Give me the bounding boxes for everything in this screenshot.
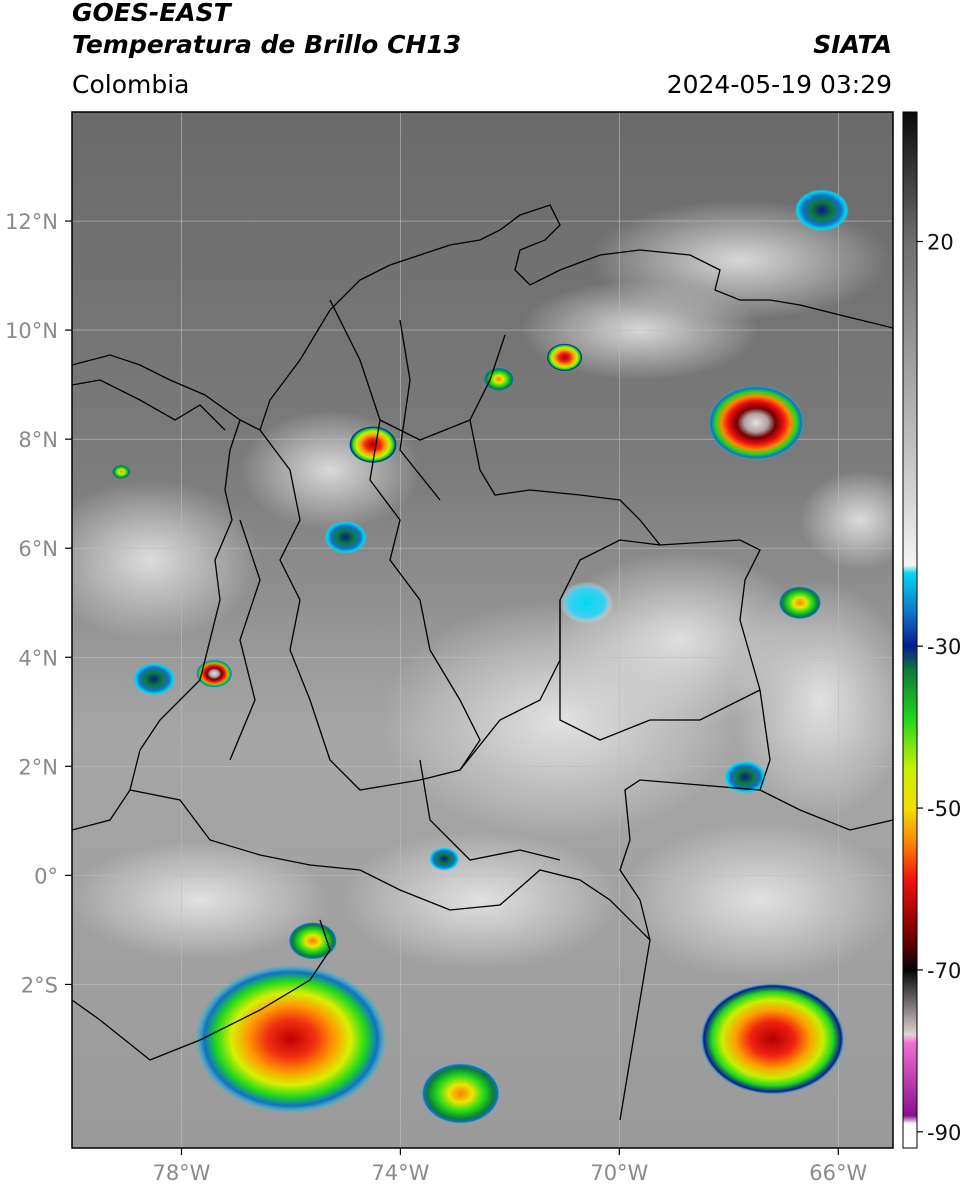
convective-cell <box>794 189 849 232</box>
convective-cell <box>708 385 805 461</box>
colorbar-tick-label: -90 <box>927 1121 961 1145</box>
convective-cell <box>700 983 845 1095</box>
lat-tick-label: 4°N <box>18 646 58 670</box>
border-panama <box>72 379 226 431</box>
internal-border <box>419 759 561 861</box>
convective-cell <box>778 586 822 620</box>
longitude-ticks: 78°W 74°W 70°W 66°W <box>152 1148 867 1185</box>
colorbar-tick-label: -50 <box>927 797 961 821</box>
lon-tick-label: 74°W <box>371 1161 429 1185</box>
lat-tick-label: 2°N <box>18 755 58 779</box>
satellite-title: GOES-EAST <box>72 0 231 27</box>
latitude-ticks: 12°N 10°N 8°N 6°N 4°N 2°N 0° 2°S <box>5 210 72 997</box>
organization-label: SIATA <box>813 30 892 59</box>
lat-tick-label: 2°S <box>21 973 58 997</box>
lat-tick-label: 8°N <box>18 428 58 452</box>
timestamp-label: 2024-05-19 03:29 <box>666 70 892 99</box>
lat-tick-label: 6°N <box>18 537 58 561</box>
product-title: Temperatura de Brillo CH13 <box>72 30 462 59</box>
convective-cell <box>324 521 367 554</box>
colorbar-tick-label: -70 <box>927 959 961 983</box>
colorbar-tick-label: -30 <box>927 635 961 659</box>
convective-cell <box>196 659 233 688</box>
convective-cell <box>421 1063 500 1124</box>
internal-border <box>329 299 481 771</box>
coastline-caribbean <box>72 204 893 431</box>
convective-cells <box>112 189 849 1124</box>
graticule <box>72 112 893 1148</box>
convective-cell <box>546 343 583 372</box>
convective-cell <box>483 367 514 391</box>
convective-cell <box>288 922 337 960</box>
internal-border <box>559 600 761 741</box>
border-colombia-ecuador-peru <box>129 789 651 1121</box>
region-label: Colombia <box>72 70 190 99</box>
colorbar-scale <box>902 111 918 1149</box>
convective-cell <box>348 426 398 464</box>
lon-tick-label: 70°W <box>590 1161 648 1185</box>
border-colombia-brazil <box>619 839 651 941</box>
map-frame <box>71 111 894 1149</box>
lon-tick-label: 66°W <box>809 1161 867 1185</box>
political-boundaries <box>72 204 893 1121</box>
internal-border <box>399 319 441 501</box>
convective-cell <box>559 581 614 624</box>
lat-tick-label: 0° <box>34 864 58 888</box>
convective-cell <box>194 964 388 1114</box>
lon-tick-label: 78°W <box>152 1161 210 1185</box>
colorbar-ticks: 20 -30 -50 -70 -90 <box>917 231 961 1145</box>
border-colombia-venezuela <box>469 334 771 841</box>
convective-cell <box>112 464 131 479</box>
lat-tick-label: 10°N <box>5 319 58 343</box>
convective-cell <box>429 847 460 871</box>
convective-cell <box>724 760 767 794</box>
internal-border <box>259 429 661 791</box>
river-amazon-approx <box>72 919 331 1061</box>
colorbar-tick-label: 20 <box>927 231 954 255</box>
internal-border <box>379 419 471 441</box>
border-venezuela-brazil <box>759 789 893 831</box>
lat-tick-label: 12°N <box>5 210 58 234</box>
internal-border <box>229 519 261 761</box>
convective-cell <box>133 662 176 696</box>
